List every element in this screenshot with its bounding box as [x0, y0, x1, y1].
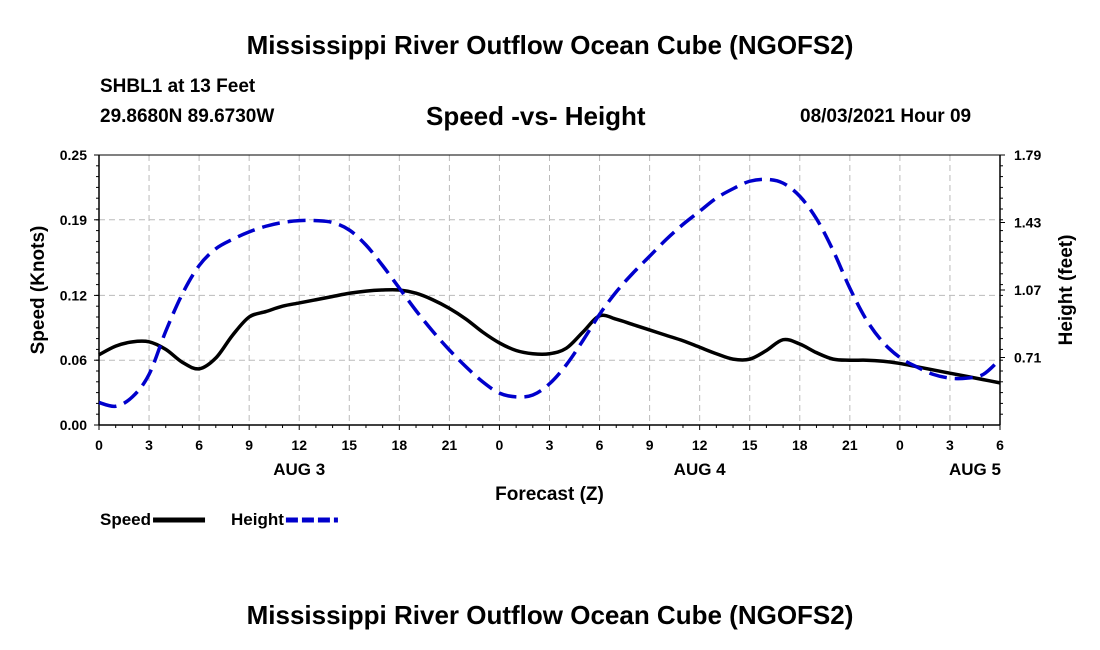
- forecast-datetime: 08/03/2021 Hour 09: [800, 106, 972, 127]
- y-tick-label: 0.25: [60, 147, 87, 163]
- series-line-speed: [98, 287, 1001, 385]
- x-tick-label: 3: [946, 437, 954, 453]
- x-axis-title: Forecast (Z): [495, 484, 604, 505]
- x-tick-label: 15: [341, 437, 357, 453]
- y-axis-title: Speed (Knots): [28, 226, 49, 355]
- x-tick-label: 3: [546, 437, 554, 453]
- y-tick-label: 0.00: [60, 417, 87, 433]
- x-tick-label: 6: [996, 437, 1004, 453]
- x-tick-label: 12: [291, 437, 307, 453]
- x-tick-label: 9: [646, 437, 654, 453]
- y2-tick-label: 0.71: [1014, 350, 1041, 366]
- x-day-label: AUG 4: [674, 460, 727, 479]
- x-tick-label: 21: [842, 437, 858, 453]
- x-tick-label: 18: [792, 437, 808, 453]
- footer-title: Mississippi River Outflow Ocean Cube (NG…: [246, 600, 854, 630]
- legend-label-height: Height: [231, 510, 284, 529]
- x-tick-label: 9: [245, 437, 253, 453]
- x-tick-label: 15: [742, 437, 758, 453]
- y-tick-label: 0.06: [60, 352, 87, 368]
- x-tick-label: 6: [596, 437, 604, 453]
- x-tick-label: 12: [692, 437, 708, 453]
- x-day-label: AUG 3: [273, 460, 325, 479]
- x-tick-label: 21: [442, 437, 458, 453]
- y2-tick-label: 1.79: [1014, 147, 1041, 163]
- x-tick-label: 18: [392, 437, 408, 453]
- series-line-height: [98, 177, 1002, 409]
- station-label: SHBL1 at 13 Feet: [100, 76, 256, 97]
- station-coordinates: 29.8680N 89.6730W: [100, 106, 275, 127]
- y2-axis-title: Height (feet): [1056, 235, 1077, 346]
- x-tick-label: 3: [145, 437, 153, 453]
- x-tick-label: 0: [496, 437, 504, 453]
- y2-tick-label: 1.43: [1014, 215, 1041, 231]
- x-tick-label: 0: [95, 437, 103, 453]
- chart-subtitle: Speed -vs- Height: [426, 101, 646, 131]
- x-tick-label: 0: [896, 437, 904, 453]
- legend-label-speed: Speed: [100, 510, 151, 529]
- x-day-label: AUG 5: [949, 460, 1001, 479]
- y2-tick-label: 1.07: [1014, 282, 1041, 298]
- page-title: Mississippi River Outflow Ocean Cube (NG…: [246, 30, 854, 60]
- y-tick-label: 0.19: [60, 212, 87, 228]
- x-tick-label: 6: [195, 437, 203, 453]
- y-tick-label: 0.12: [60, 287, 87, 303]
